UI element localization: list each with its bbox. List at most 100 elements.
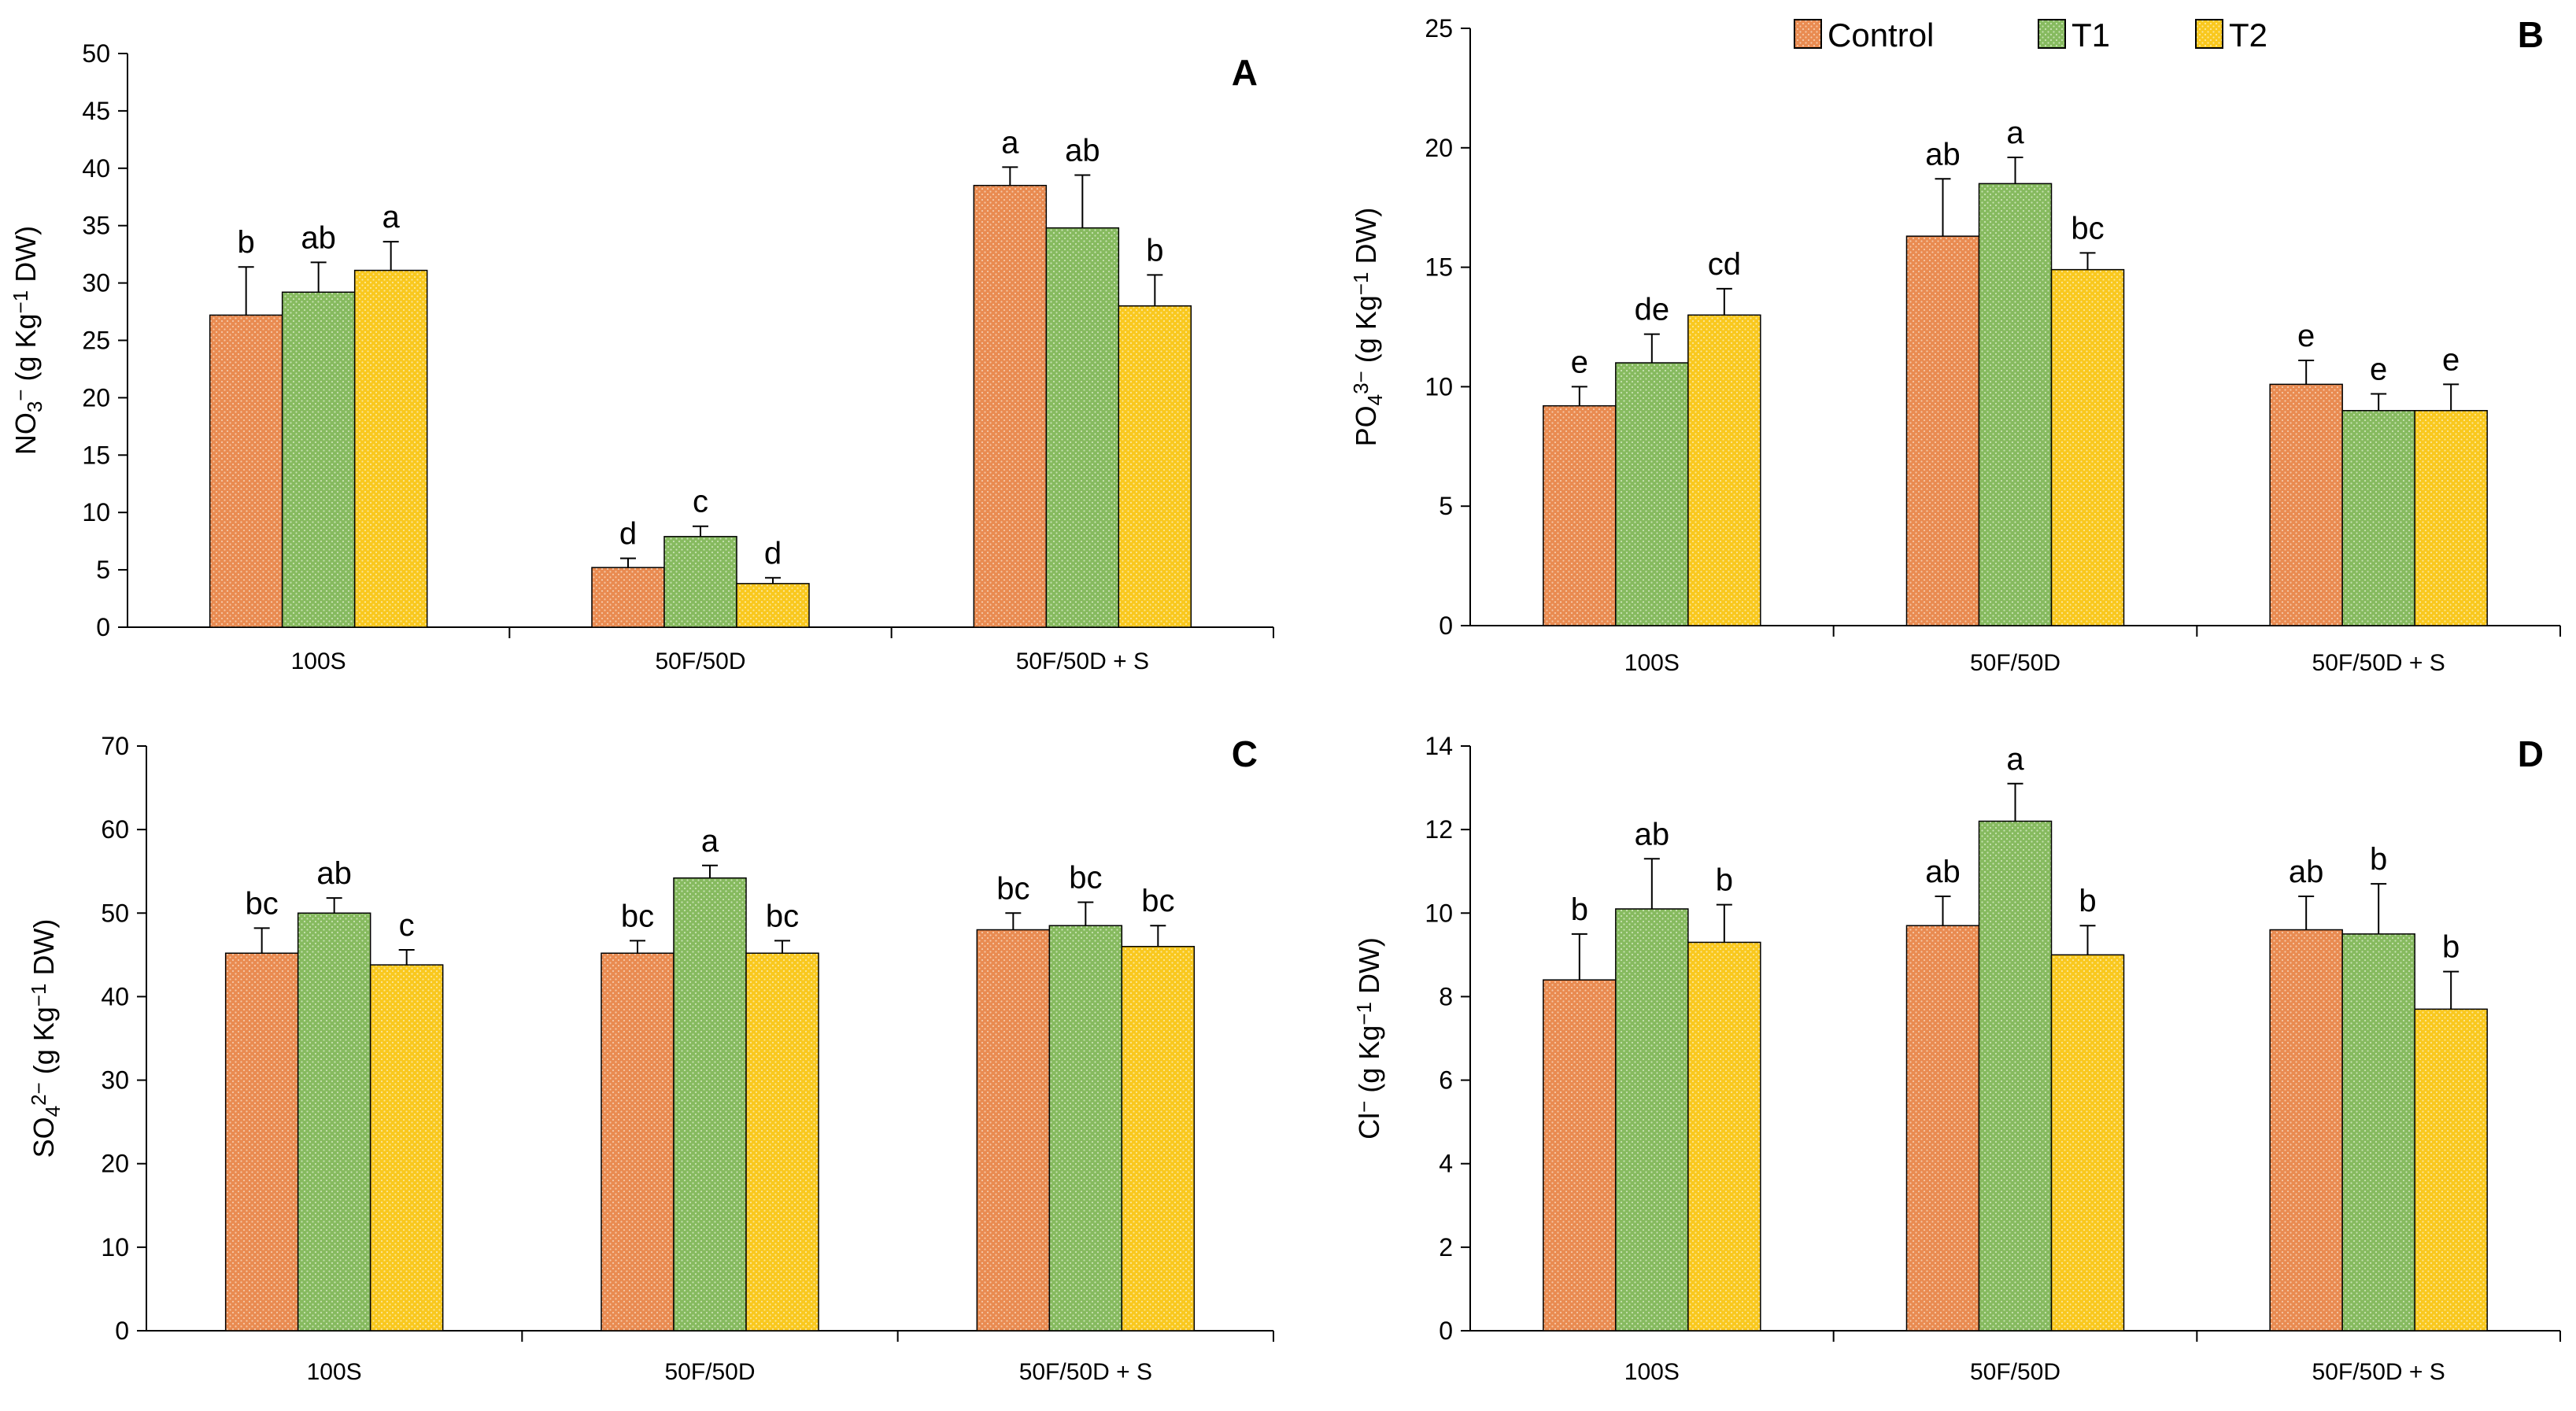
significance-letter-t1-50f-50d-s: e: [2370, 353, 2387, 387]
y-axis-label-part: −1: [9, 290, 32, 314]
bar-t1-50f-50d-s: [2341, 933, 2415, 1332]
bar-control-50f-50d-s: [973, 184, 1048, 628]
x-category-label-50f-50d-s: 50F/50D + S: [1019, 1359, 1152, 1385]
panel-letter: D: [2518, 733, 2544, 774]
legend-label-t1: T1: [2072, 17, 2110, 54]
legend-swatch-t2: [2195, 19, 2223, 49]
significance-letter-control-100s: e: [1571, 345, 1588, 379]
bar-t2-50f-50d: [736, 582, 810, 628]
y-tick-label: 35: [82, 212, 110, 240]
y-tick-label: 5: [96, 556, 110, 584]
legend: Control T1 T2: [1794, 17, 2267, 54]
x-category-label-100s: 100S: [1624, 1359, 1680, 1385]
y-tick-label: 20: [101, 1150, 129, 1178]
bar-control-50f-50d-s: [976, 929, 1051, 1332]
y-axis-label-part: Cl: [1353, 1113, 1385, 1140]
x-category-label-50f-50d: 50F/50D: [664, 1359, 755, 1385]
bar-t2-50f-50d-s: [1121, 945, 1196, 1332]
significance-letter-control-50f-50d: bc: [621, 899, 654, 933]
y-tick-label: 30: [101, 1066, 129, 1095]
x-category-label-50f-50d-s: 50F/50D + S: [2312, 1359, 2445, 1385]
significance-letter-t2-100s: a: [383, 200, 401, 235]
significance-letter-t2-100s: cd: [1708, 247, 1741, 282]
y-tick-label: 0: [96, 613, 110, 641]
y-tick-label: 14: [1425, 732, 1453, 760]
x-category-label-50f-50d-s: 50F/50D + S: [2312, 650, 2445, 676]
significance-letter-t2-50f-50d-s: e: [2442, 342, 2460, 377]
bar-t1-100s: [1615, 362, 1689, 626]
bar-t1-50f-50d: [1978, 820, 2053, 1332]
significance-letter-control-50f-50d-s: a: [1001, 125, 1019, 160]
significance-letter-t1-50f-50d-s: b: [2370, 842, 2387, 877]
bar-t2-100s: [353, 269, 428, 628]
bar-t1-50f-50d-s: [1045, 227, 1120, 628]
significance-letter-t2-50f-50d: b: [2079, 884, 2096, 918]
bar-control-50f-50d: [601, 952, 674, 1332]
y-axis-label-part: 4: [41, 1106, 65, 1117]
y-axis-label-part: −: [9, 390, 32, 401]
y-axis-label: Cl− (g Kg−1 DW): [1352, 937, 1385, 1140]
y-tick-label: 5: [1439, 492, 1453, 520]
bar-control-50f-50d: [1905, 925, 1980, 1332]
y-axis-label: SO42− (g Kg−1 DW): [27, 919, 65, 1158]
bar-t2-50f-50d-s: [1118, 305, 1192, 628]
y-axis-label-part: 3−: [1349, 371, 1373, 394]
y-tick-label: 30: [82, 269, 110, 297]
y-tick-label: 15: [1425, 253, 1453, 282]
significance-letter-t1-50f-50d-s: bc: [1069, 860, 1102, 895]
significance-letter-t1-50f-50d-s: ab: [1065, 134, 1100, 168]
y-tick-label: 40: [82, 154, 110, 183]
significance-letter-control-100s: b: [1571, 892, 1588, 927]
legend-label-control: Control: [1828, 17, 1934, 54]
significance-letter-t1-50f-50d: a: [2006, 742, 2024, 777]
bar-t2-100s: [1687, 314, 1761, 626]
bar-t1-50f-50d: [673, 877, 747, 1332]
y-axis-label-part: PO: [1350, 405, 1382, 446]
x-category-label-100s: 100S: [291, 648, 346, 674]
y-axis-label-part: (g Kg: [1353, 1025, 1385, 1101]
y-tick-label: 20: [1425, 134, 1453, 162]
y-axis-label: PO43− (g Kg−1 DW): [1349, 208, 1387, 447]
y-tick-label: 20: [82, 383, 110, 412]
y-axis-label-part: 3: [23, 401, 46, 412]
significance-letter-control-50f-50d-s: bc: [996, 871, 1029, 906]
significance-letter-t2-100s: c: [399, 908, 415, 943]
y-tick-label: 40: [101, 982, 129, 1010]
legend-swatch-control: [1794, 19, 1822, 49]
y-tick-label: 70: [101, 732, 129, 760]
significance-letter-t1-50f-50d: a: [2006, 116, 2024, 150]
y-axis-label-part: −1: [1349, 272, 1373, 296]
x-category-label-50f-50d: 50F/50D: [1970, 650, 2060, 676]
y-axis-label-part: (g Kg: [9, 313, 42, 389]
x-category-label-100s: 100S: [1624, 650, 1680, 676]
y-tick-label: 45: [82, 97, 110, 125]
bar-t1-50f-50d-s: [2341, 410, 2415, 626]
x-category-label-50f-50d-s: 50F/50D + S: [1016, 648, 1149, 674]
y-tick-label: 10: [82, 498, 110, 526]
y-tick-label: 12: [1425, 815, 1453, 844]
y-tick-label: 50: [82, 39, 110, 68]
y-axis-label-part: DW): [1353, 937, 1385, 1002]
y-axis-label-part: (g Kg: [28, 1007, 60, 1082]
y-tick-label: 25: [82, 327, 110, 355]
bar-t2-50f-50d-s: [2414, 1008, 2488, 1332]
y-axis-label-part: DW): [9, 226, 42, 290]
y-tick-label: 10: [101, 1233, 129, 1261]
bar-control-50f-50d: [591, 567, 665, 628]
y-tick-label: 15: [82, 441, 110, 469]
x-category-label-100s: 100S: [307, 1359, 362, 1385]
significance-letter-t1-100s: ab: [316, 856, 352, 891]
significance-letter-t1-50f-50d: a: [701, 824, 719, 859]
y-axis-label: NO3− (g Kg−1 DW): [9, 226, 46, 455]
significance-letter-control-50f-50d: d: [619, 517, 637, 552]
significance-letter-t1-100s: ab: [301, 220, 336, 255]
significance-letter-t2-50f-50d-s: bc: [1141, 884, 1174, 918]
y-axis-label-part: 4: [1363, 394, 1387, 405]
y-axis-label-part: −1: [1352, 1002, 1376, 1025]
significance-letter-t2-50f-50d: bc: [766, 899, 799, 933]
bar-control-100s: [1543, 979, 1617, 1332]
y-tick-label: 2: [1439, 1233, 1453, 1261]
significance-letter-control-50f-50d-s: e: [2297, 319, 2315, 353]
x-category-label-50f-50d: 50F/50D: [655, 648, 745, 674]
y-tick-label: 50: [101, 899, 129, 927]
